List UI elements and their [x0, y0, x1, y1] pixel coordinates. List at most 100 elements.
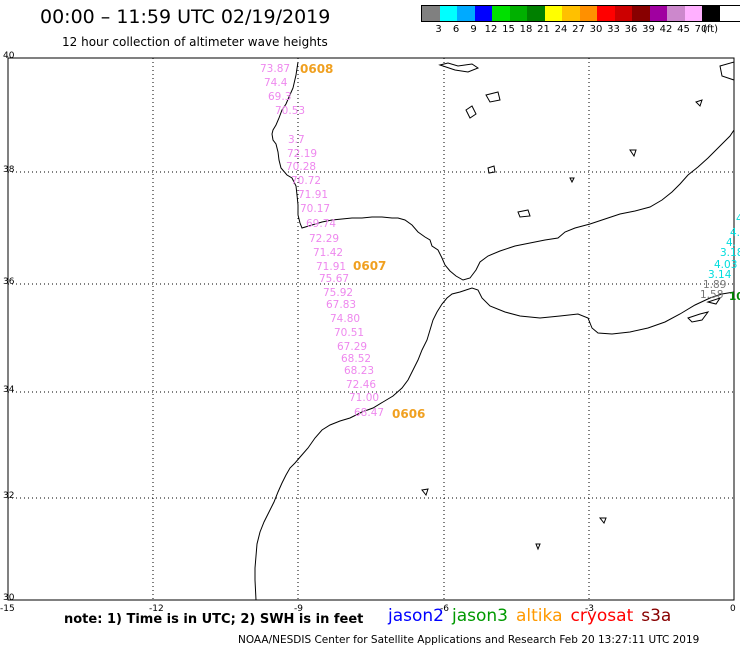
latitude-label: 40: [3, 51, 15, 61]
jason3-wave-height: 3.14: [708, 269, 732, 281]
legend-swatch: [492, 6, 510, 21]
latitude-label: 32: [3, 491, 14, 501]
altika-wave-height: 72.46: [346, 379, 376, 391]
legend-label: 6: [452, 24, 460, 35]
latitude-label: 34: [3, 385, 15, 395]
altika-wave-height: 73.87: [260, 63, 290, 75]
altika-wave-height: 67.29: [337, 341, 367, 353]
altika-wave-height: 71.91: [298, 189, 328, 201]
island-1: [438, 62, 480, 73]
island-2: [485, 91, 501, 103]
legend-swatch: [649, 6, 667, 21]
jason3-wave-height: 1.58: [700, 289, 723, 301]
legend-label: 30: [589, 24, 603, 35]
altika-time-tags: 0608 0607 0606: [300, 62, 425, 421]
legend-swatch: [439, 6, 457, 21]
jason3-wave-height: 1.89: [703, 279, 726, 291]
altika-wave-height: 69.3: [268, 91, 291, 103]
legend-swatch: [597, 6, 615, 21]
satellite-name: jason3: [452, 606, 508, 626]
legend-swatch: [684, 6, 702, 21]
legend-swatch: [474, 6, 492, 21]
legend-label: 36: [624, 24, 638, 35]
other-wave-height: 10: [729, 291, 740, 303]
longitude-label: -15: [0, 604, 15, 614]
note-text: note: 1) Time is in UTC; 2) SWH is in fe…: [64, 612, 364, 627]
color-legend: 3 6 9 12 15 18 21 24 27 30 33 36 39 42 45 70 (ft): [421, 5, 740, 36]
time-tag: 0608: [300, 62, 333, 76]
time-tag: 0607: [353, 259, 386, 273]
legend-swatch: [562, 6, 580, 21]
altika-wave-height: 68.23: [344, 365, 374, 377]
altika-wave-height: 71.42: [313, 247, 343, 259]
legend-label: 18: [519, 24, 533, 35]
island-14: [569, 177, 575, 184]
footer-credit: NOAA/NESDIS Center for Satellite Applica…: [238, 634, 700, 646]
iberia-west-coast: [271, 61, 735, 281]
map-title: 00:00 – 11:59 UTC 02/19/2019: [40, 6, 331, 28]
jason3-wave-height: 4.03: [714, 259, 737, 271]
altika-wave-height: 67.83: [326, 299, 356, 311]
latitude-label: 30: [3, 593, 15, 603]
jason3-wave-height: 4.0: [730, 227, 740, 239]
legend-label: 27: [572, 24, 585, 35]
island-11: [695, 99, 703, 107]
altika-wave-height: 70.72: [291, 175, 321, 187]
island-3: [465, 105, 477, 119]
legend-swatch: [527, 6, 545, 21]
satellite-name: s3a: [641, 606, 672, 626]
satellite-legend: jason2 jason3 altika cryosat s3a: [388, 606, 679, 626]
island-8: [535, 543, 541, 551]
island-5: [517, 209, 531, 218]
legend-label: 21: [537, 24, 550, 35]
altika-wave-height: 71.91: [316, 261, 346, 273]
island-4: [487, 165, 496, 174]
satellite-name: jason2: [388, 606, 444, 626]
longitude-label: -9: [294, 604, 303, 614]
legend-swatch: [702, 6, 720, 21]
legend-label: 39: [642, 24, 655, 35]
altika-wave-height: 71.00: [349, 392, 379, 404]
altika-wave-height: 70.28: [286, 161, 316, 173]
legend-swatch: [614, 6, 632, 21]
legend-label: 3: [435, 24, 442, 35]
legend-swatch: [632, 6, 650, 21]
altika-wave-height: 75.92: [323, 287, 353, 299]
legend-swatch: [667, 6, 685, 21]
satellite-name: cryosat: [570, 606, 634, 626]
island-10: [706, 297, 722, 305]
legend-swatch: [509, 6, 527, 21]
altika-wave-height: 68.47: [354, 407, 384, 419]
island-6: [598, 517, 607, 524]
time-tag: 0606: [392, 407, 425, 421]
longitude-label: -3: [585, 604, 594, 614]
legend-swatches: [421, 5, 740, 22]
latitude-labels: 40 38 36 34 32 30: [3, 51, 15, 603]
morocco-coast: [254, 289, 467, 601]
legend-swatch: [422, 6, 440, 21]
legend-label: 15: [502, 24, 515, 35]
altika-wave-height: 70.53: [275, 105, 305, 117]
legend-label: 33: [607, 24, 620, 35]
altika-wave-height: 68.52: [341, 353, 371, 365]
island-13: [629, 149, 637, 158]
jason3-wave-height: 3.18: [720, 247, 740, 259]
altika-wave-height: 70.17: [300, 203, 330, 215]
latitude-label: 36: [3, 277, 15, 287]
island-7: [421, 488, 429, 497]
legend-swatch: [544, 6, 562, 21]
altika-wave-height: 70.51: [334, 327, 364, 339]
morocco-med-coast: [465, 287, 735, 335]
legend-labels: 3 6 9 12 15 18 21 24 27 30 33 36 39 42 45 70 (ft): [421, 22, 740, 36]
legend-label: 42: [659, 24, 673, 35]
longitude-labels: -15 -12 -9 -6 -3 0: [0, 604, 736, 614]
longitude-label: 0: [730, 604, 736, 614]
coastline: [254, 61, 735, 601]
satellite-name: altika: [516, 606, 563, 626]
island-9: [687, 311, 710, 323]
altika-wave-height: 75.67: [319, 273, 349, 285]
legend-label: 9: [470, 24, 477, 35]
legend-label: 70: [694, 24, 708, 35]
